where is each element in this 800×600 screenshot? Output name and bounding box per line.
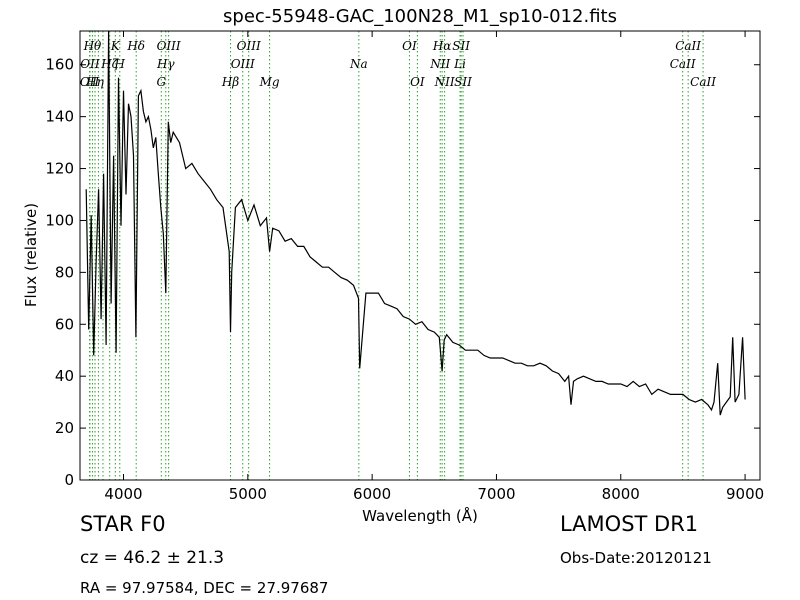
y-tick-label: 0: [64, 471, 74, 489]
line-marker-label: Mg: [259, 75, 280, 89]
line-marker-label: OI: [402, 39, 417, 53]
line-marker-label: CaII: [675, 39, 701, 53]
chart-title: spec-55948-GAC_100N28_M1_sp10-012.fits: [223, 6, 617, 27]
line-marker-label: Hθ: [83, 39, 102, 53]
y-tick-label: 20: [55, 419, 74, 437]
line-marker-label: SII: [454, 75, 472, 89]
x-tick-label: 6000: [353, 485, 391, 503]
line-marker-label: Li: [453, 57, 466, 71]
line-marker-label: OII: [80, 57, 100, 71]
line-marker-label: Hβ: [221, 75, 239, 89]
line-marker-label: Hζ: [100, 57, 119, 71]
x-tick-label: 8000: [602, 485, 640, 503]
y-axis-label: Flux (relative): [22, 203, 40, 307]
line-marker-label: CaII: [670, 57, 696, 71]
x-tick-label: 7000: [477, 485, 515, 503]
line-marker-label: OII: [80, 75, 100, 89]
object-class-label: STAR F0: [80, 512, 166, 536]
survey-label: LAMOST DR1: [560, 512, 699, 536]
line-marker-label: OIII: [157, 39, 181, 53]
redshift-label: cz = 46.2 ± 21.3: [80, 548, 225, 568]
x-axis-ticks: 4000 5000 6000 7000 8000 9000: [104, 31, 764, 503]
coordinates-label: RA = 97.97584, DEC = 27.97687: [80, 579, 329, 597]
line-marker-label: OIII: [237, 39, 261, 53]
obs-date-label: Obs-Date:20120121: [560, 549, 712, 567]
plot-frame: [79, 30, 761, 481]
x-tick-label: 5000: [229, 485, 267, 503]
emission-line-markers: [89, 31, 704, 480]
line-marker-label: NII: [434, 75, 455, 89]
line-marker-label: G: [157, 75, 167, 89]
line-marker-label: H: [114, 57, 126, 71]
line-marker-label: SII: [452, 39, 470, 53]
x-tick-label: 9000: [726, 485, 764, 503]
y-tick-label: 120: [45, 160, 74, 178]
line-marker-label: Na: [349, 57, 368, 71]
line-marker-label: OIII: [231, 57, 255, 71]
line-marker-label: Hα: [432, 39, 452, 53]
line-marker-label: OI: [410, 75, 425, 89]
y-tick-label: 40: [55, 367, 74, 385]
y-tick-label: 100: [45, 211, 74, 229]
spectrum-line: [85, 30, 746, 416]
line-marker-label: NII: [429, 57, 450, 71]
line-marker-label: K: [110, 39, 121, 53]
y-axis-ticks: 0 20 40 60 80 100 120 140 160: [45, 56, 760, 489]
y-tick-label: 80: [55, 263, 74, 281]
x-axis-label: Wavelength (Å): [362, 506, 478, 525]
line-marker-label: Hδ: [126, 39, 145, 53]
line-marker-label: Hγ: [156, 57, 175, 71]
x-tick-label: 4000: [104, 485, 142, 503]
y-tick-label: 160: [45, 56, 74, 74]
y-tick-label: 60: [55, 315, 74, 333]
y-tick-label: 140: [45, 108, 74, 126]
line-marker-label: Hη: [85, 75, 104, 89]
line-marker-label: CaII: [690, 75, 716, 89]
